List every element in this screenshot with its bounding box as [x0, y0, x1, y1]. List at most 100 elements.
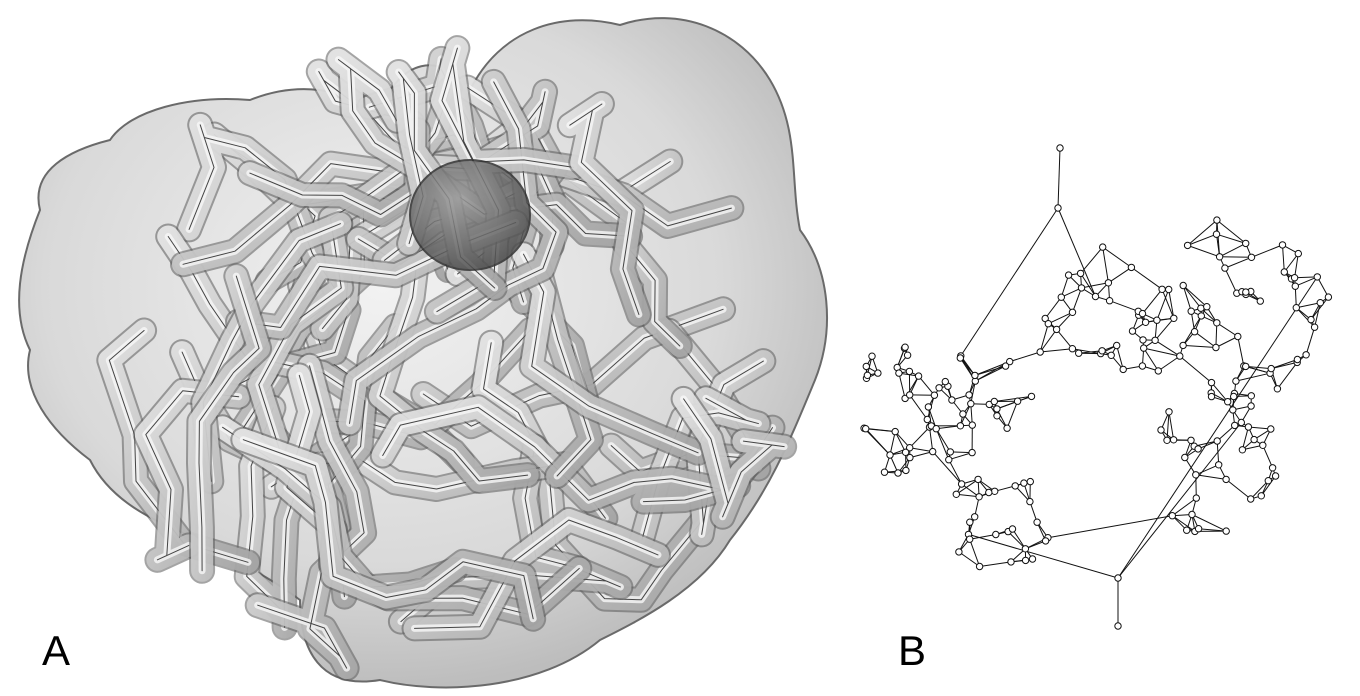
graph-edge: [889, 431, 896, 456]
graph-edge: [979, 561, 1012, 567]
graph-node: [1033, 518, 1041, 526]
graph-node: [1197, 312, 1205, 320]
graph-node: [948, 396, 956, 404]
graph-edge: [1117, 422, 1242, 579]
graph-node: [1212, 343, 1220, 352]
graph-node: [1026, 477, 1035, 486]
graph-node: [946, 448, 955, 456]
graph-edge: [1006, 401, 1019, 429]
graph-node: [956, 422, 965, 430]
graph-edge: [865, 428, 891, 456]
graph-node: [1028, 555, 1037, 563]
graph-node: [1247, 402, 1255, 410]
graph-node: [965, 391, 973, 399]
graph-node: [1170, 314, 1178, 323]
graph-edge: [969, 539, 981, 567]
graph-node: [1013, 397, 1022, 405]
graph-node: [1224, 398, 1232, 406]
graph-node: [1064, 271, 1073, 279]
graph-node: [868, 352, 876, 360]
graph-node: [971, 513, 979, 521]
graph-node: [1020, 479, 1028, 487]
graph-node: [914, 372, 923, 380]
graph-edge: [1260, 475, 1277, 497]
graph-edge: [1039, 323, 1049, 353]
graph-node: [1231, 421, 1239, 430]
graph-node: [1001, 362, 1010, 370]
graph-node: [1140, 344, 1148, 352]
graph-edge: [1248, 426, 1271, 430]
graph-edge: [1294, 253, 1299, 278]
graph-edge: [1117, 276, 1318, 579]
graph-node: [1256, 297, 1264, 305]
graph-edge: [1060, 274, 1070, 298]
tube-centerline: [338, 59, 631, 237]
tube-centerline: [414, 519, 659, 629]
graph-node: [862, 425, 870, 433]
graph-node: [955, 548, 963, 556]
graph-edge: [1195, 464, 1219, 476]
graph-node: [1313, 273, 1321, 281]
graph-edge: [958, 551, 980, 567]
graph-node: [1293, 355, 1302, 364]
graph-edge: [1215, 322, 1218, 348]
graph-edge: [1102, 246, 1132, 268]
graph-edge: [1216, 425, 1236, 442]
tube-centerline: [523, 253, 699, 454]
graph-node: [1292, 304, 1300, 312]
graph-edge: [1216, 220, 1221, 257]
graph-node: [1138, 362, 1147, 370]
graph-node: [1183, 241, 1192, 250]
graph-node: [1247, 392, 1255, 400]
graph-edge: [1314, 302, 1321, 328]
graph-node: [1271, 472, 1280, 480]
graph-node: [1294, 249, 1302, 258]
graph-node: [1036, 348, 1044, 356]
graph-edge: [1182, 285, 1208, 308]
graph-node: [901, 448, 910, 456]
graph-node: [1238, 446, 1247, 454]
graph-node: [952, 490, 961, 498]
graph-edge: [1156, 289, 1170, 321]
graph-node: [1273, 385, 1282, 393]
graph-node: [1114, 574, 1122, 582]
graph-node: [1242, 362, 1250, 371]
graph-node: [906, 444, 914, 452]
graph-edge: [1225, 479, 1252, 500]
graph-node: [1183, 526, 1191, 534]
graph-node: [1141, 318, 1150, 327]
graph-node: [956, 354, 965, 362]
graph-node: [1207, 378, 1216, 387]
panel-b-network-graph: [840, 130, 1360, 640]
graph-edge: [1131, 266, 1163, 290]
graph-edge: [1142, 288, 1163, 314]
graph-node: [894, 469, 902, 477]
graph-node: [1324, 293, 1333, 301]
graph-node: [902, 466, 910, 475]
graph-node: [1105, 297, 1114, 305]
graph-node: [880, 468, 889, 476]
panel-b-label: B: [898, 627, 927, 674]
graph-node: [1021, 545, 1030, 553]
graph-node: [906, 453, 914, 462]
graph-node: [1068, 308, 1077, 317]
graph-node: [1119, 365, 1127, 374]
graph-node: [1128, 327, 1137, 335]
graph-node: [905, 367, 914, 376]
graph-edge: [1187, 244, 1220, 258]
graph-edge: [956, 478, 979, 495]
graph-node: [968, 448, 976, 457]
graph-node: [891, 427, 899, 436]
graph-edge: [1048, 311, 1073, 325]
graph-node: [1192, 471, 1200, 479]
graph-edge: [1172, 497, 1197, 517]
graph-node: [1077, 284, 1086, 292]
graph-edge: [894, 431, 907, 453]
graph-node: [903, 351, 912, 359]
graph-node: [1194, 445, 1202, 453]
graph-node: [1157, 426, 1165, 434]
graph-edge: [935, 428, 951, 453]
graph-edge: [1216, 233, 1246, 244]
graph-edge: [1251, 244, 1283, 258]
graph-edge: [1216, 219, 1247, 244]
